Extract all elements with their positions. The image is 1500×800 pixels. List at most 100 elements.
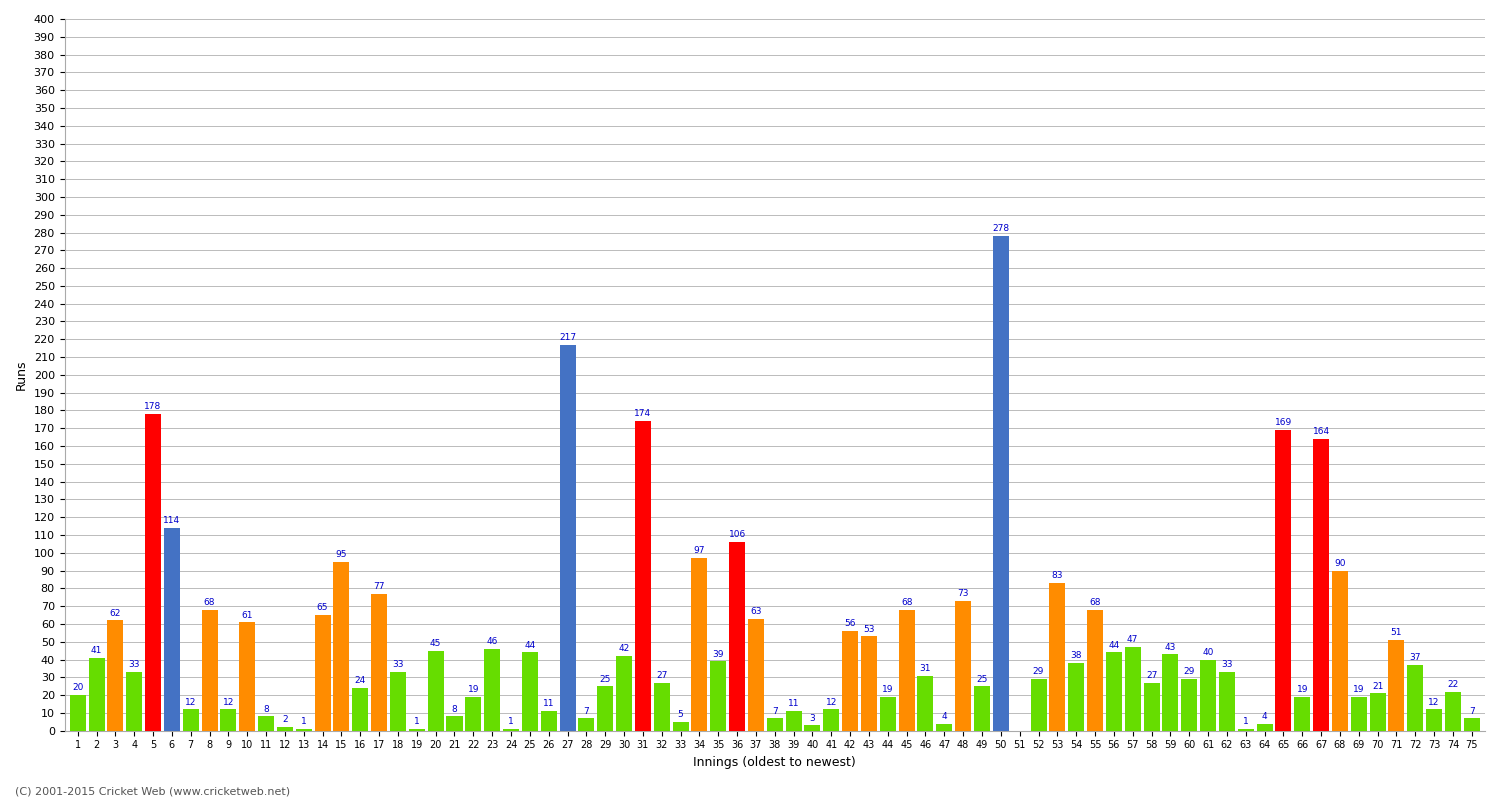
- Text: 68: 68: [204, 598, 216, 607]
- Bar: [918, 675, 933, 730]
- Text: 39: 39: [712, 650, 724, 658]
- Bar: [634, 421, 651, 730]
- Text: 37: 37: [1410, 654, 1420, 662]
- Text: 33: 33: [392, 660, 404, 670]
- Bar: [240, 622, 255, 730]
- Bar: [579, 718, 594, 730]
- Text: 24: 24: [354, 676, 366, 686]
- Text: 27: 27: [656, 671, 668, 680]
- Bar: [315, 615, 330, 730]
- Bar: [936, 724, 952, 730]
- Bar: [1332, 570, 1348, 730]
- Bar: [993, 236, 1010, 730]
- Bar: [390, 672, 406, 730]
- Bar: [1068, 663, 1084, 730]
- Bar: [1312, 439, 1329, 730]
- Text: 7: 7: [772, 706, 777, 715]
- Bar: [484, 649, 500, 730]
- Bar: [1088, 610, 1102, 730]
- Text: 178: 178: [144, 402, 162, 411]
- Text: 29: 29: [1184, 667, 1196, 677]
- Bar: [898, 610, 915, 730]
- Bar: [296, 729, 312, 730]
- Text: 63: 63: [750, 607, 762, 616]
- Text: 8: 8: [262, 705, 268, 714]
- Text: 11: 11: [788, 699, 800, 709]
- Bar: [1220, 672, 1234, 730]
- Bar: [1180, 679, 1197, 730]
- Bar: [465, 697, 482, 730]
- Text: 95: 95: [336, 550, 346, 559]
- Bar: [861, 637, 877, 730]
- X-axis label: Innings (oldest to newest): Innings (oldest to newest): [693, 756, 856, 769]
- Bar: [427, 650, 444, 730]
- Text: 169: 169: [1275, 418, 1292, 427]
- Bar: [1125, 647, 1140, 730]
- Bar: [503, 729, 519, 730]
- Bar: [654, 682, 669, 730]
- Text: 61: 61: [242, 610, 254, 619]
- Text: 217: 217: [560, 333, 576, 342]
- Text: 77: 77: [374, 582, 386, 591]
- Bar: [1162, 654, 1179, 730]
- Text: (C) 2001-2015 Cricket Web (www.cricketweb.net): (C) 2001-2015 Cricket Web (www.cricketwe…: [15, 786, 290, 796]
- Bar: [201, 610, 217, 730]
- Text: 27: 27: [1146, 671, 1156, 680]
- Bar: [710, 662, 726, 730]
- Text: 1: 1: [509, 718, 515, 726]
- Bar: [597, 686, 613, 730]
- Bar: [1444, 691, 1461, 730]
- Bar: [258, 717, 274, 730]
- Bar: [1352, 697, 1366, 730]
- Text: 42: 42: [618, 644, 630, 654]
- Bar: [164, 528, 180, 730]
- Text: 174: 174: [634, 410, 651, 418]
- Bar: [748, 618, 764, 730]
- Text: 41: 41: [92, 646, 102, 655]
- Text: 73: 73: [957, 589, 969, 598]
- Bar: [1143, 682, 1160, 730]
- Bar: [540, 711, 556, 730]
- Bar: [1294, 697, 1311, 730]
- Text: 1: 1: [302, 718, 306, 726]
- Bar: [352, 688, 369, 730]
- Bar: [220, 710, 237, 730]
- Text: 1: 1: [1244, 718, 1248, 726]
- Text: 51: 51: [1390, 628, 1402, 638]
- Bar: [522, 653, 538, 730]
- Bar: [410, 729, 424, 730]
- Text: 65: 65: [316, 603, 328, 612]
- Text: 33: 33: [129, 660, 140, 670]
- Bar: [1407, 665, 1424, 730]
- Text: 3: 3: [810, 714, 816, 722]
- Text: 5: 5: [678, 710, 684, 719]
- Bar: [729, 542, 746, 730]
- Text: 22: 22: [1448, 680, 1458, 689]
- Bar: [1257, 724, 1272, 730]
- Bar: [1464, 718, 1480, 730]
- Bar: [1389, 640, 1404, 730]
- Text: 1: 1: [414, 718, 420, 726]
- Text: 56: 56: [844, 619, 856, 629]
- Bar: [108, 621, 123, 730]
- Bar: [278, 727, 292, 730]
- Text: 21: 21: [1372, 682, 1383, 690]
- Bar: [88, 658, 105, 730]
- Bar: [1030, 679, 1047, 730]
- Text: 20: 20: [72, 683, 84, 693]
- Text: 40: 40: [1203, 648, 1214, 657]
- Y-axis label: Runs: Runs: [15, 360, 28, 390]
- Text: 29: 29: [1034, 667, 1044, 677]
- Bar: [1050, 583, 1065, 730]
- Bar: [1426, 710, 1442, 730]
- Text: 12: 12: [184, 698, 196, 706]
- Bar: [616, 656, 632, 730]
- Text: 164: 164: [1312, 427, 1329, 436]
- Text: 44: 44: [524, 641, 536, 650]
- Bar: [126, 672, 142, 730]
- Text: 83: 83: [1052, 571, 1064, 580]
- Bar: [1370, 694, 1386, 730]
- Text: 97: 97: [693, 546, 705, 555]
- Bar: [974, 686, 990, 730]
- Text: 11: 11: [543, 699, 555, 709]
